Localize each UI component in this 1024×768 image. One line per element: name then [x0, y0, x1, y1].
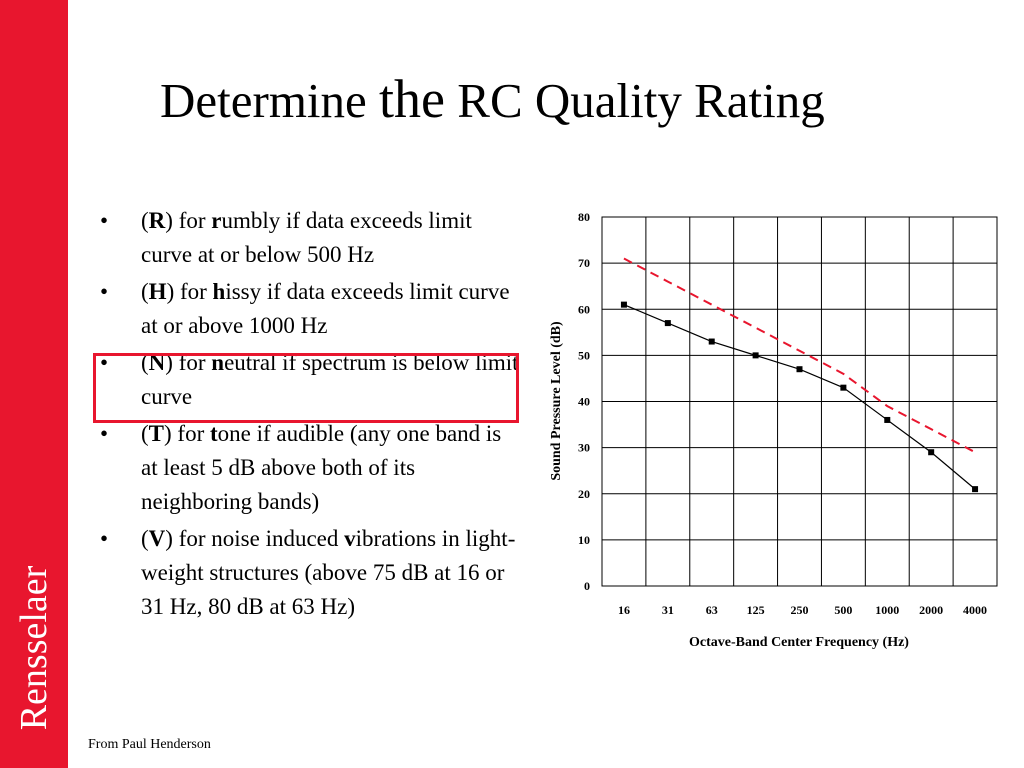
data-point-marker — [796, 366, 803, 373]
x-tick-label: 250 — [791, 603, 809, 617]
chart-grid — [601, 216, 998, 587]
y-tick-label: 60 — [578, 302, 590, 316]
bullet-initial: n — [211, 350, 225, 375]
bullet-dot: • — [100, 526, 109, 551]
bullet-initial: r — [211, 208, 222, 233]
bullet-initial: t — [210, 421, 218, 446]
bullet-item-v: • (V) for noise induced vibrations in lig… — [100, 522, 520, 624]
y-tick-label: 20 — [578, 487, 590, 501]
bullet-initial: h — [212, 279, 226, 304]
brand-label: Rensselaer — [13, 565, 55, 731]
bullet-rest: umbly if data exceeds limit curve at or … — [141, 208, 472, 267]
y-tick-label: 0 — [584, 579, 590, 593]
bullet-open: ( — [141, 526, 149, 551]
sidebar-bar: Rensselaer — [0, 0, 68, 768]
bullet-rest: ibrations in light-weight structures (ab… — [141, 526, 516, 619]
data-point-marker — [972, 486, 979, 493]
bullet-dot: • — [100, 208, 109, 233]
title-part-2: the — [379, 69, 446, 129]
bullet-item-h: • (H) for hissy if data exceeds limit cur… — [100, 275, 520, 343]
y-tick-label: 30 — [578, 441, 590, 455]
bullet-rest: issy if data exceeds limit curve at or a… — [141, 279, 510, 338]
data-point-marker — [664, 320, 671, 327]
bullet-mid: ) for — [165, 208, 212, 233]
x-axis-label: Octave-Band Center Frequency (Hz) — [689, 635, 909, 650]
bullet-dot: • — [100, 279, 109, 304]
series-lines — [623, 257, 976, 490]
bullet-letter: H — [148, 279, 167, 304]
bullet-rest: one if audible (any one band is at least… — [141, 421, 502, 514]
limit-curve-line — [623, 257, 976, 454]
y-axis-label: Sound Pressure Level (dB) — [549, 321, 564, 481]
bullet-open: ( — [141, 421, 149, 446]
bullet-dot: • — [100, 350, 109, 375]
bullet-dot: • — [100, 421, 109, 446]
bullet-open: ( — [141, 350, 149, 375]
series-markers — [620, 301, 979, 493]
title-part-1: Determine — [160, 73, 380, 128]
x-tick-label: 125 — [747, 603, 765, 617]
data-point-marker — [752, 352, 759, 359]
y-tick-label: 50 — [578, 348, 590, 362]
bullet-list: • (R) for rumbly if data exceeds limit cu… — [100, 204, 520, 627]
bullet-mid: ) for noise induced — [165, 526, 345, 551]
bullet-letter: N — [148, 350, 166, 375]
title-part-3: RC Quality Rating — [445, 73, 825, 128]
bullet-letter: T — [148, 421, 165, 446]
bullet-letter: V — [148, 526, 166, 551]
x-tick-label: 1000 — [875, 603, 899, 617]
x-tick-label: 500 — [834, 603, 852, 617]
y-tick-label: 70 — [578, 256, 590, 270]
data-point-marker — [928, 449, 935, 456]
data-point-marker — [840, 384, 847, 391]
data-point-marker — [884, 416, 891, 423]
x-tick-label: 31 — [662, 603, 674, 617]
x-tick-label: 63 — [706, 603, 718, 617]
y-tick-label: 80 — [578, 210, 590, 224]
highlight-box — [93, 353, 519, 423]
bullet-item-t: • (T) for tone if audible (any one band i… — [100, 417, 520, 519]
data-point-marker — [620, 301, 627, 308]
spectrum-line — [623, 304, 976, 490]
bullet-initial: v — [344, 526, 356, 551]
y-tick-label: 40 — [578, 395, 590, 409]
y-tick-label: 10 — [578, 533, 590, 547]
bullet-mid: ) for — [166, 279, 213, 304]
rc-chart: 0 10 20 30 40 50 60 70 80 16 31 63 125 250 500 1000 200… — [549, 210, 998, 650]
slide-title: Determine the RC Quality Rating — [160, 68, 825, 130]
bullet-item-r: • (R) for rumbly if data exceeds limit cu… — [100, 204, 520, 272]
bullet-open: ( — [141, 208, 149, 233]
credit-note: From Paul Henderson — [88, 737, 211, 752]
data-point-marker — [708, 338, 715, 345]
bullet-open: ( — [141, 279, 149, 304]
x-tick-label: 2000 — [919, 603, 943, 617]
x-tick-label: 16 — [618, 603, 630, 617]
y-tick-labels: 0 10 20 30 40 50 60 70 80 — [578, 210, 590, 593]
bullet-letter: R — [148, 208, 166, 233]
x-tick-labels: 16 31 63 125 250 500 1000 2000 4000 — [618, 603, 987, 617]
x-tick-label: 4000 — [963, 603, 987, 617]
bullet-mid: ) for — [164, 421, 210, 446]
